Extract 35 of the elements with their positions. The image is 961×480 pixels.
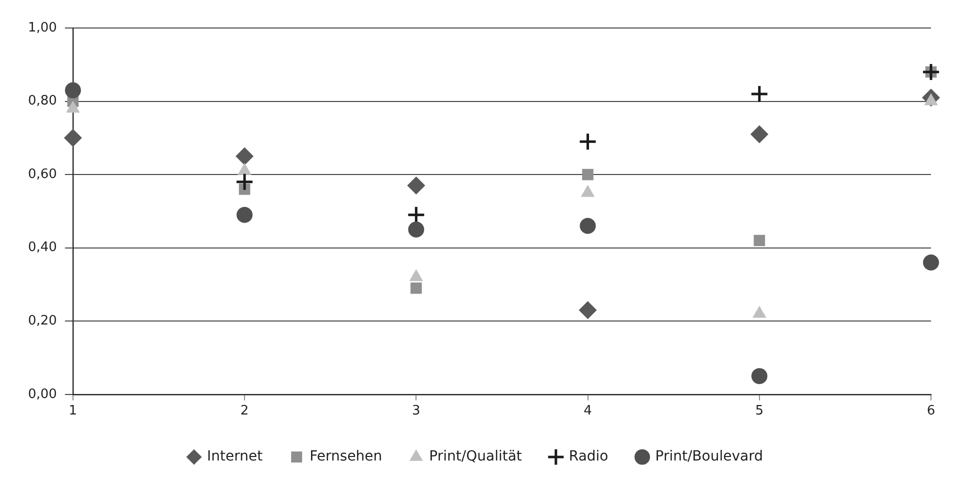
point [750,125,768,144]
point [922,62,940,82]
legend-label: Radio [568,448,608,465]
legend-label: Internet [207,448,264,465]
legend-label: Fernsehen [310,448,382,465]
point [236,147,254,166]
y-tick-label: 0,40 [28,240,57,256]
point [236,206,253,223]
point [580,218,596,234]
point [578,301,597,320]
x-tick-label: 4 [584,404,592,419]
x-tick-label: 5 [755,404,764,419]
point [751,368,768,384]
y-tick-label: 0,80 [28,94,57,109]
y-tick-label: 1,00 [28,20,57,36]
legend-label: Print/Qualität [429,448,522,465]
point [410,282,422,294]
point [64,82,81,98]
x-tick-label: 2 [240,404,249,419]
y-tick-label: 0,60 [28,166,57,182]
point [582,168,594,180]
legend-label: Print/Boulevard [655,448,763,465]
point [578,132,598,151]
point [754,234,766,246]
y-tick-label: 0,00 [28,386,57,402]
point [64,128,82,147]
y-tick-label: 0,20 [28,313,57,328]
point [750,84,769,104]
point [407,176,426,195]
x-tick-label: 6 [926,404,936,419]
x-tick-label: 1 [68,404,78,419]
point [408,222,424,238]
point [235,172,254,192]
point [923,254,939,270]
x-tick-label: 3 [412,404,420,419]
